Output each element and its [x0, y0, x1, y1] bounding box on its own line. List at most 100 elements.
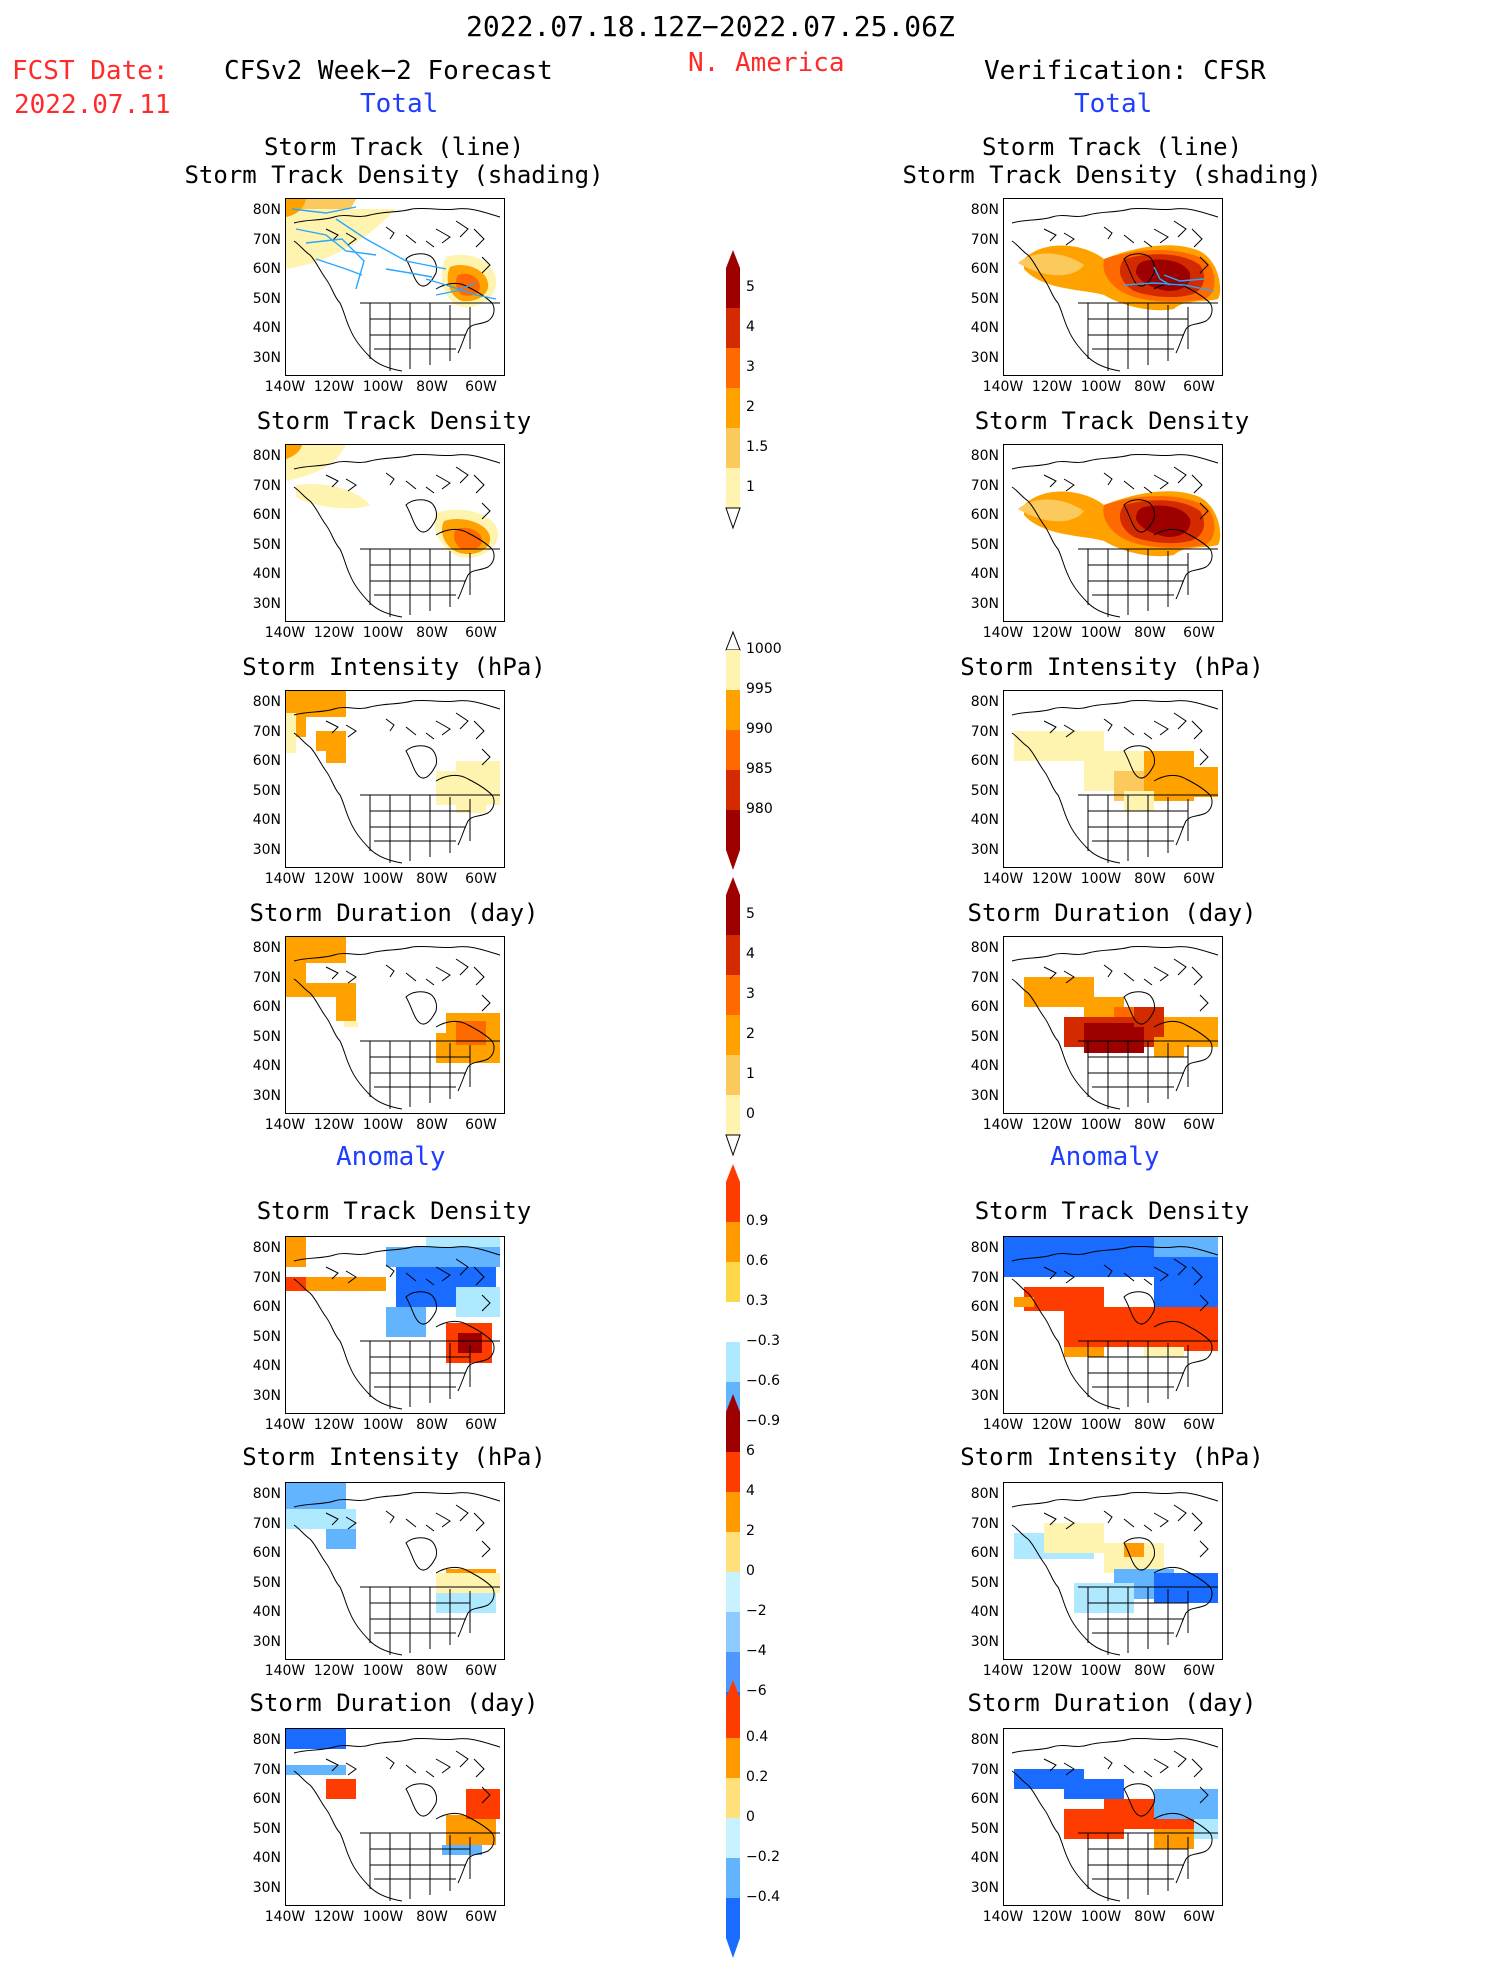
colorbar-intensity_total-swatch-2	[726, 730, 740, 770]
shading-b2-6	[1074, 1583, 1134, 1613]
lon-label-a1-1: 120W	[313, 1417, 355, 1433]
lon-label-a1-4: 60W	[465, 1417, 497, 1433]
lon-label-f2-1: 120W	[313, 625, 355, 641]
lon-label-v3-4: 60W	[1183, 871, 1215, 887]
basemap-line-v1-7	[1043, 220, 1203, 248]
lat-label-a1-4: 40N	[252, 1358, 281, 1374]
colorbar-density_total-swatch-1	[726, 308, 740, 348]
lat-label-f3-3: 50N	[252, 782, 281, 799]
basemap-line-a1-0	[293, 1245, 501, 1262]
basemap-line-b3-8	[1103, 1756, 1209, 1804]
lat-label-v1-4: 40N	[970, 320, 999, 336]
basemap-line-a3-0	[293, 1737, 501, 1754]
lon-label-b1-1: 120W	[1031, 1417, 1073, 1433]
colorbar-label-duration_anom-3: −0.2	[746, 1849, 780, 1865]
lon-label-f4-2: 100W	[362, 1117, 404, 1133]
colorbar-density_total-swatch-2	[726, 348, 740, 388]
colorbar-label-density_total-3: 2	[746, 399, 755, 415]
map-b1	[1003, 1236, 1223, 1414]
basemap-line-v2-6	[1153, 528, 1213, 600]
lat-label-b3-3: 50N	[970, 1820, 999, 1837]
lon-label-v1-4: 60W	[1183, 379, 1215, 395]
lat-label-f2-0: 80N	[252, 448, 281, 464]
basemap-line-v4-4	[1088, 1056, 1188, 1088]
shading-a2-2	[326, 1529, 356, 1549]
lon-label-v4-1: 120W	[1031, 1117, 1073, 1133]
lat-label-v4-1: 70N	[970, 969, 999, 986]
shading-v1-1	[1018, 253, 1084, 276]
basemap-line-f4-6	[435, 1020, 495, 1092]
panel-title-v1-track_shading: Storm Track Density (shading)	[902, 161, 1322, 189]
lon-label-f2-3: 80W	[416, 625, 448, 641]
colorbar-duration_total-bottom-arrow	[725, 1134, 741, 1157]
lon-label-v1-2: 100W	[1080, 379, 1122, 395]
lon-label-b3-0: 140W	[982, 1909, 1024, 1925]
shading-a2-0	[286, 1483, 346, 1509]
basemap-line-v2-4	[1088, 564, 1188, 596]
lon-label-b3-1: 120W	[1031, 1909, 1073, 1925]
colorbar-label-intensity_anom-3: 0	[746, 1563, 755, 1579]
basemap-line-v2-0	[1011, 453, 1219, 470]
basemap-line-v1-0	[1011, 207, 1219, 224]
colorbar-label-density_anom-4: −0.6	[746, 1373, 780, 1389]
lon-label-v1-1: 120W	[1031, 379, 1073, 395]
shading-a1-2	[306, 1277, 386, 1291]
map-v3	[1003, 690, 1223, 868]
basemap-line-f1-5	[405, 253, 437, 287]
lon-label-v2-3: 80W	[1134, 625, 1166, 641]
colorbar-label-density_total-0: 5	[746, 279, 755, 295]
lat-label-f1-0: 80N	[252, 202, 281, 218]
colorbar-density_total-top-arrow	[726, 250, 740, 268]
lon-label-v4-3: 80W	[1134, 1117, 1166, 1133]
colorbar-label-duration_total-0: 5	[746, 906, 755, 922]
basemap-line-b3-5	[1123, 1783, 1155, 1817]
basemap-line-v1-5	[1123, 253, 1155, 287]
shading-f1-2	[286, 199, 306, 217]
lat-label-b1-3: 50N	[970, 1328, 999, 1345]
shading-a2-1	[286, 1509, 356, 1529]
lat-label-v3-2: 60N	[970, 753, 999, 769]
colorbar-label-density_anom-3: −0.3	[746, 1333, 780, 1349]
colorbar-density_anom-swatch-0	[726, 1182, 740, 1222]
shading-f3-0	[286, 691, 346, 717]
lat-label-v4-0: 80N	[970, 940, 999, 956]
lat-label-b2-0: 80N	[970, 1486, 999, 1502]
lat-label-f4-3: 50N	[252, 1028, 281, 1045]
lon-label-v3-2: 100W	[1080, 871, 1122, 887]
basemap-line-f4-3	[369, 1041, 471, 1109]
lon-label-v4-4: 60W	[1183, 1117, 1215, 1133]
basemap-line-a2-7	[325, 1504, 485, 1532]
colorbar-label-intensity_anom-4: −2	[746, 1603, 767, 1619]
forecast-period: 2022.07.18.12Z−2022.07.25.06Z	[466, 10, 955, 43]
lat-label-b1-0: 80N	[970, 1240, 999, 1256]
lat-label-v3-1: 70N	[970, 723, 999, 740]
panel-title-v3-intensity: Storm Intensity (hPa)	[960, 653, 1264, 681]
panel-title-b2-intensity: Storm Intensity (hPa)	[960, 1443, 1264, 1471]
colorbar-intensity_anom-swatch-2	[726, 1492, 740, 1532]
basemap-line-v3-6	[1153, 774, 1213, 846]
basemap-line-f4-0	[293, 945, 501, 962]
shading-f4-1	[286, 963, 306, 983]
shading-v3-5	[1124, 791, 1154, 811]
shading-a3-4	[466, 1789, 500, 1819]
lat-label-f2-5: 30N	[252, 595, 281, 612]
basemap-line-v1-3	[1087, 303, 1189, 371]
map-a3	[285, 1728, 505, 1906]
lat-label-a3-2: 60N	[252, 1791, 281, 1807]
basemap-line-b2-3	[1087, 1587, 1189, 1655]
colorbar-duration_total-swatch-3	[726, 1015, 740, 1055]
basemap-line-a3-7	[325, 1750, 485, 1778]
lat-label-a2-4: 40N	[252, 1604, 281, 1620]
lat-label-v4-2: 60N	[970, 999, 999, 1015]
colorbar-duration_anom-swatch-3	[726, 1818, 740, 1858]
basemap-line-f1-3	[369, 303, 471, 371]
colorbar-label-intensity_anom-1: 4	[746, 1483, 755, 1499]
basemap-line-f3-3	[369, 795, 471, 863]
basemap-line-f2-5	[405, 499, 437, 533]
lon-label-f3-2: 100W	[362, 871, 404, 887]
panel-title-v4-duration: Storm Duration (day)	[967, 899, 1257, 927]
colorbar-duration_anom-swatch-4	[726, 1858, 740, 1898]
lat-label-b3-5: 30N	[970, 1879, 999, 1896]
colorbar-label-density_anom-1: 0.6	[746, 1253, 769, 1269]
lon-label-b2-0: 140W	[982, 1663, 1024, 1679]
